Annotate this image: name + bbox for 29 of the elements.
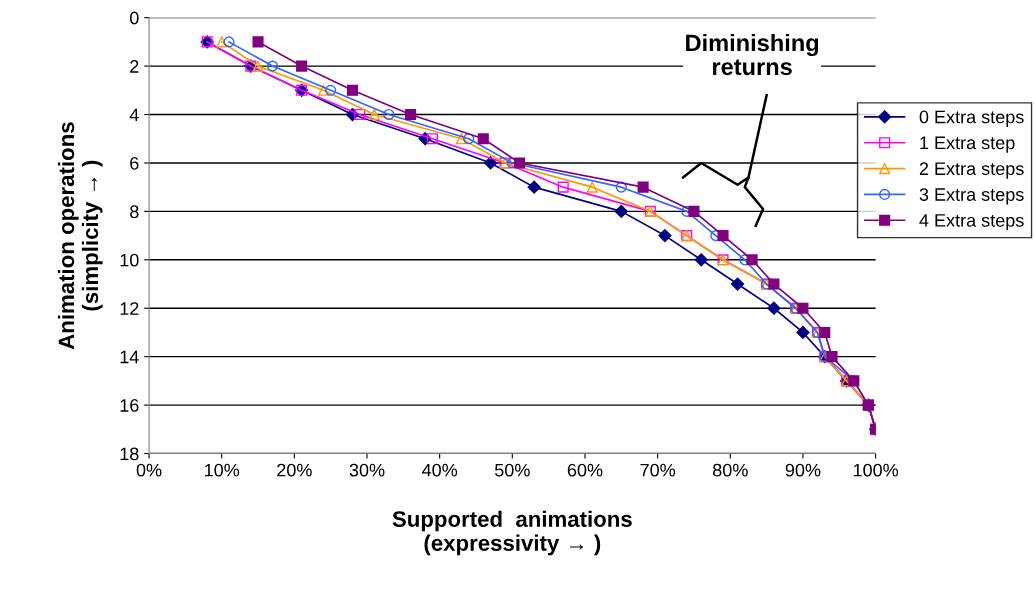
x-tick-label: 30%	[349, 463, 385, 477]
y-axis-title: Animation operations (simplicity → )	[57, 122, 103, 350]
y-tick-label: 14	[120, 350, 139, 364]
y-tick-label: 4	[129, 108, 139, 122]
x-tick-label: 50%	[494, 463, 530, 477]
x-tick-label: 80%	[713, 463, 748, 477]
y-tick-label: 12	[120, 302, 139, 315]
y-tick-label: 18	[120, 447, 139, 461]
x-tick-label: 0%	[136, 463, 162, 477]
y-tick-label: 0	[129, 11, 139, 25]
x-axis-title: Supported animations (expressivity → )	[392, 510, 632, 556]
x-tick-label: 70%	[640, 463, 676, 477]
x-tick-label: 10%	[205, 463, 240, 477]
y-tick-label: 8	[130, 205, 139, 219]
y-tick-label: 10	[120, 253, 139, 267]
y-tick-label: 16	[120, 399, 139, 412]
x-tick-label: 100%	[853, 463, 899, 477]
y-tick-label: 2	[130, 60, 139, 73]
x-tick-label: 60%	[567, 463, 603, 477]
legend-label: 1 Extra step	[920, 136, 1015, 153]
legend-label: 0 Extra steps	[919, 110, 1024, 127]
y-tick-label: 6	[130, 156, 139, 170]
annotation: Diminishing returns	[686, 33, 819, 76]
legend-label: 2 Extra steps	[919, 162, 1024, 179]
x-tick-label: 40%	[422, 463, 458, 477]
legend-label: 4 Extra steps	[919, 214, 1024, 231]
x-tick-label: 20%	[277, 463, 312, 477]
legend-label: 3 Extra steps	[919, 188, 1024, 205]
x-tick-label: 90%	[785, 463, 821, 477]
